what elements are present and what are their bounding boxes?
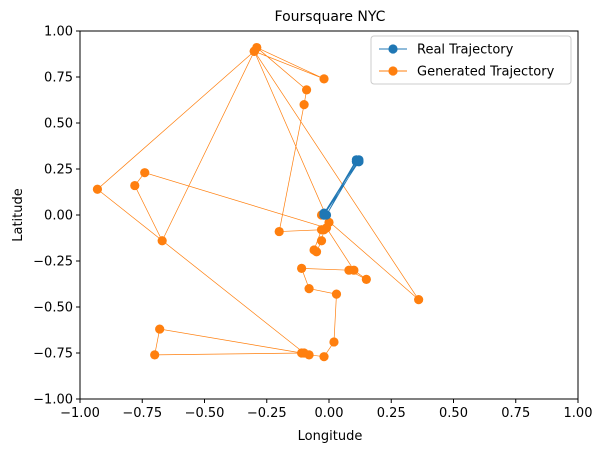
data-point bbox=[157, 236, 167, 246]
legend-marker bbox=[388, 66, 398, 76]
series-0 bbox=[319, 155, 364, 220]
legend: Real Trajectory Generated Trajectory bbox=[370, 35, 572, 85]
data-point bbox=[361, 274, 371, 284]
series-line bbox=[96, 47, 419, 358]
data-point bbox=[316, 236, 327, 246]
x-tick-label: −0.25 bbox=[247, 406, 287, 421]
y-tick-label: 0.00 bbox=[44, 209, 73, 224]
data-point bbox=[311, 247, 322, 257]
data-point bbox=[354, 157, 364, 167]
legend-label: Generated Trajectory bbox=[417, 65, 555, 80]
x-tick-label: 0.75 bbox=[501, 406, 530, 421]
y-tick-label: 1.00 bbox=[44, 25, 73, 40]
x-tick-label: 0.00 bbox=[315, 406, 344, 421]
y-tick-label: −0.50 bbox=[33, 301, 73, 316]
data-point bbox=[344, 265, 354, 275]
y-tick-label: 0.50 bbox=[44, 117, 73, 132]
data-point bbox=[414, 295, 424, 305]
plot-area bbox=[92, 42, 424, 362]
plot-frame bbox=[79, 30, 579, 400]
data-point bbox=[319, 352, 329, 362]
y-tick-label: 0.75 bbox=[44, 71, 73, 86]
x-axis-label: Longitude bbox=[298, 429, 363, 444]
x-tick-label: −0.50 bbox=[185, 406, 225, 421]
data-point bbox=[150, 350, 160, 360]
series-line bbox=[323, 159, 360, 216]
x-tick-label: −1.00 bbox=[60, 406, 100, 421]
data-point bbox=[155, 324, 165, 334]
x-axis-ticks: −1.00 −0.75 −0.50 −0.25 0.00 0.25 0.50 0.75 1.00 bbox=[60, 399, 592, 421]
y-tick-label: −1.00 bbox=[33, 393, 73, 408]
y-tick-label: 0.25 bbox=[44, 163, 73, 178]
y-axis-label: Latitude bbox=[11, 188, 26, 242]
data-point bbox=[140, 168, 150, 178]
x-tick-label: 1.00 bbox=[564, 406, 593, 421]
data-point bbox=[130, 180, 140, 191]
data-point bbox=[319, 74, 329, 84]
legend-label: Real Trajectory bbox=[417, 43, 514, 58]
y-tick-label: −0.25 bbox=[33, 255, 73, 270]
y-axis-ticks: −1.00 −0.75 −0.50 −0.25 0.00 0.25 0.50 0.75 1.00 bbox=[33, 25, 80, 408]
data-point bbox=[297, 263, 307, 273]
series-1 bbox=[92, 42, 424, 362]
data-point bbox=[304, 284, 314, 294]
x-tick-label: −0.75 bbox=[122, 406, 162, 421]
data-point bbox=[249, 46, 259, 56]
data-point bbox=[299, 100, 309, 110]
legend-box bbox=[370, 35, 572, 85]
data-point bbox=[301, 85, 312, 95]
data-point bbox=[274, 226, 284, 237]
data-point bbox=[321, 223, 332, 233]
x-tick-label: 0.50 bbox=[439, 406, 468, 421]
legend-marker bbox=[388, 44, 398, 54]
data-point bbox=[329, 337, 339, 347]
data-point bbox=[331, 289, 342, 299]
x-tick-label: 0.25 bbox=[377, 406, 406, 421]
data-point bbox=[299, 348, 309, 358]
data-point bbox=[319, 210, 329, 220]
chart-title: Foursquare NYC bbox=[275, 9, 386, 25]
y-tick-label: −0.75 bbox=[33, 347, 73, 362]
data-point bbox=[92, 184, 103, 194]
